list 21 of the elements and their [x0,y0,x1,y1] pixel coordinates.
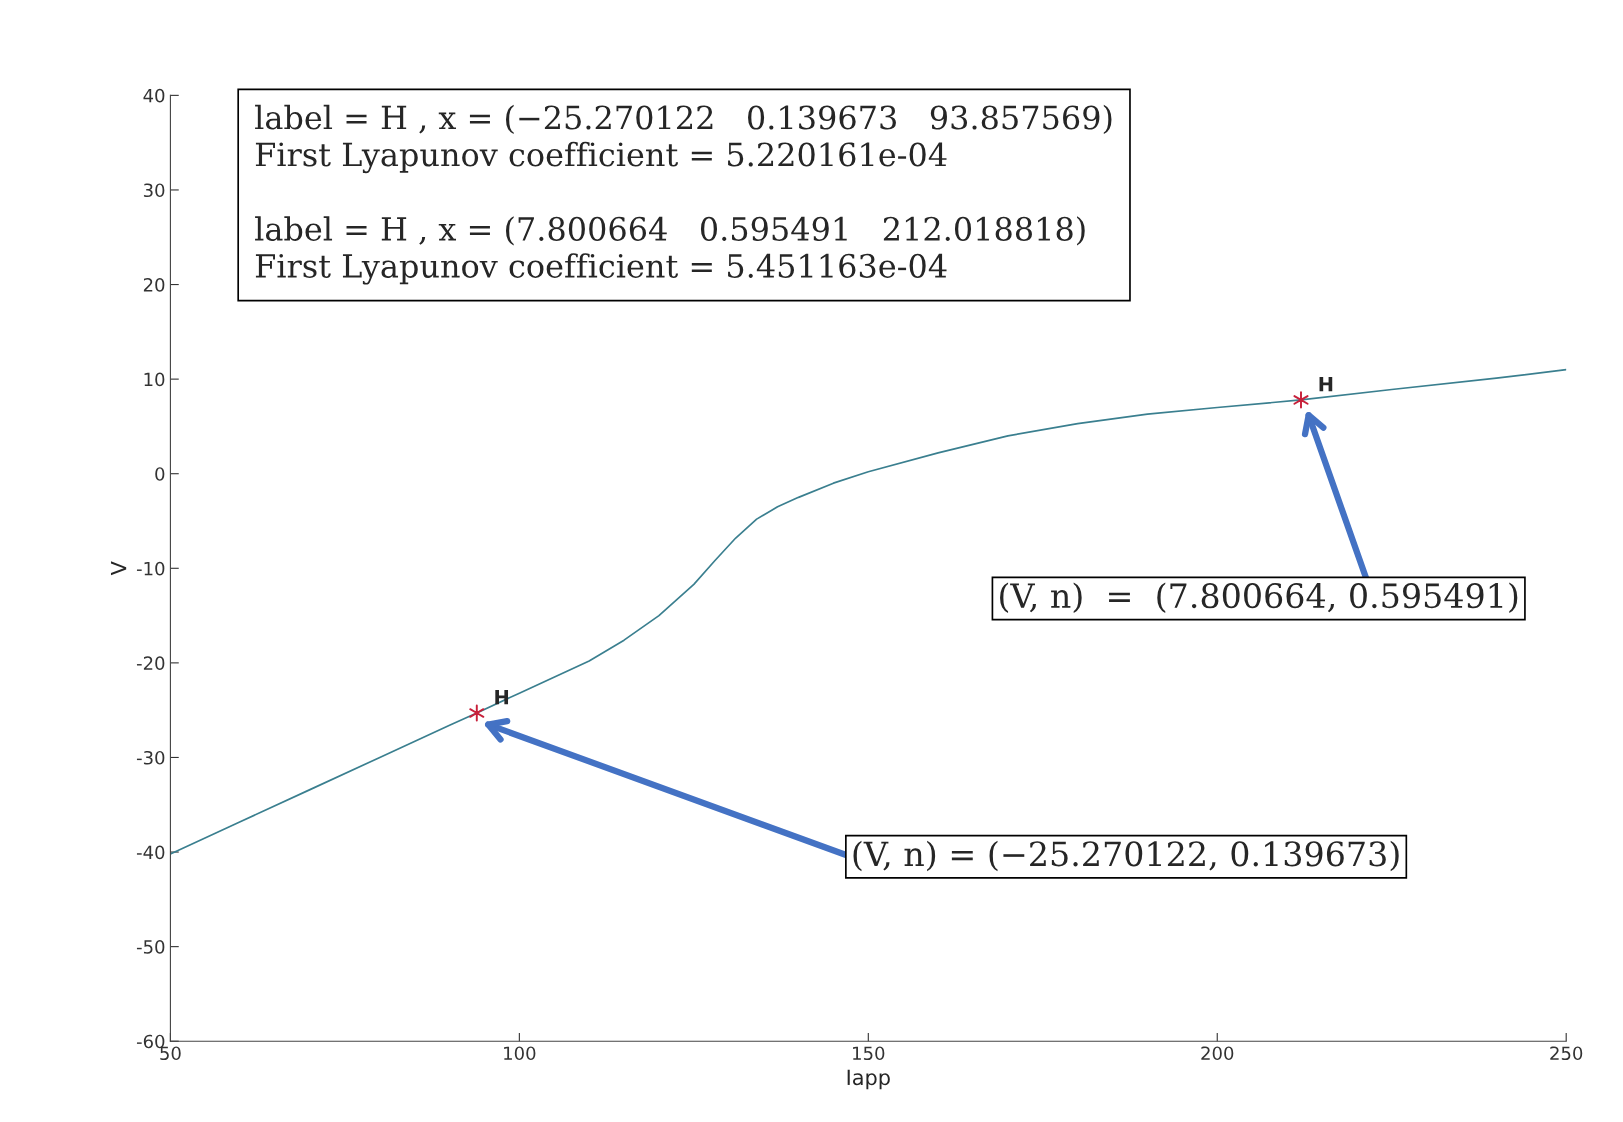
annotation: (V, n) = (7.800664, 0.595491) [1000,582,1518,613]
annotation: H [495,690,509,705]
annotation: H [1319,376,1333,392]
x-tick-label: 150 [853,1046,885,1061]
x-tick-label: 250 [1550,1046,1583,1061]
y-tick-label: 40 [143,88,165,103]
x-axis-title: Iapp [847,1069,890,1090]
y-tick-label: 20 [143,278,165,292]
text: label = H , x = (−25.270122 0.139673 93.857569) First Lyapunov coefficient = 5.220161e-04 label = H , x = (7.800664 0.595491 212.018818) First Lyapunov coefficient = 5.451163e-04 [255,104,1112,285]
x-tick-label: 100 [504,1046,536,1061]
annotation: (V, n) = (−25.270122, 0.139673) [853,840,1399,872]
y-tick-label: -40 [136,845,165,860]
y-tick-label: 0 [155,467,165,481]
y-tick-label: -10 [136,561,165,576]
y-tick-label: 30 [143,183,165,198]
y-tick-label: -20 [136,656,165,670]
y-axis-title: V [110,561,127,576]
y-tick-label: -50 [136,940,165,954]
y-tick-label: -30 [136,750,165,765]
x-tick-label: 200 [1201,1046,1234,1061]
y-tick-label: 10 [144,372,165,387]
